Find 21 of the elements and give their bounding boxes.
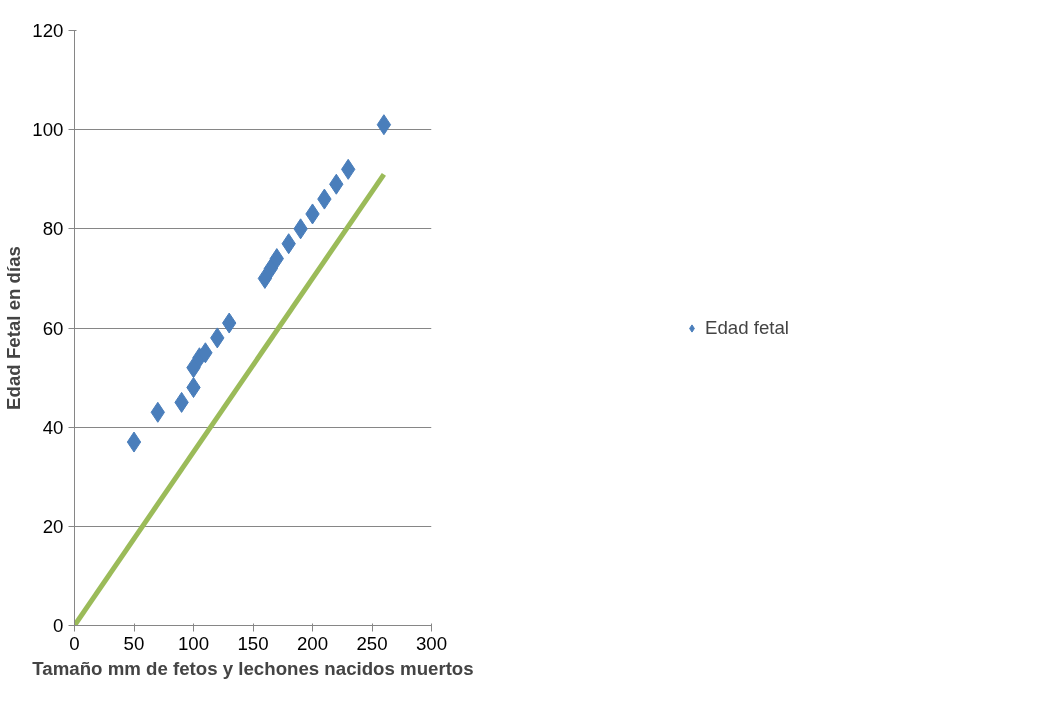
- x-tick-label: 150: [237, 632, 269, 654]
- x-tick-label: 50: [123, 632, 145, 654]
- y-tick-label: 100: [32, 119, 64, 141]
- y-tick-label: 20: [42, 515, 64, 537]
- x-tick-label: 250: [356, 632, 388, 654]
- y-tick-label: 80: [42, 218, 64, 240]
- legend-label: Edad fetal: [704, 316, 790, 339]
- point: [126, 431, 142, 453]
- point: [376, 114, 392, 136]
- x-axis-title: Tamaño mm de fetos y lechones nacidos muertos: [32, 657, 474, 679]
- y-tick-label: 0: [53, 615, 64, 636]
- x-tick-label: 0: [69, 632, 80, 654]
- point: [186, 377, 201, 398]
- x-tick-label: 100: [177, 632, 210, 654]
- y-tick-label: 60: [42, 317, 64, 339]
- x-tick-label: 200: [296, 632, 329, 654]
- y-axis-title: Edad Fetal en días: [3, 246, 25, 410]
- x-tick-label: 300: [415, 632, 448, 654]
- y-tick-label: 120: [32, 20, 64, 41]
- point: [263, 258, 279, 279]
- y-tick-label: 40: [42, 416, 64, 438]
